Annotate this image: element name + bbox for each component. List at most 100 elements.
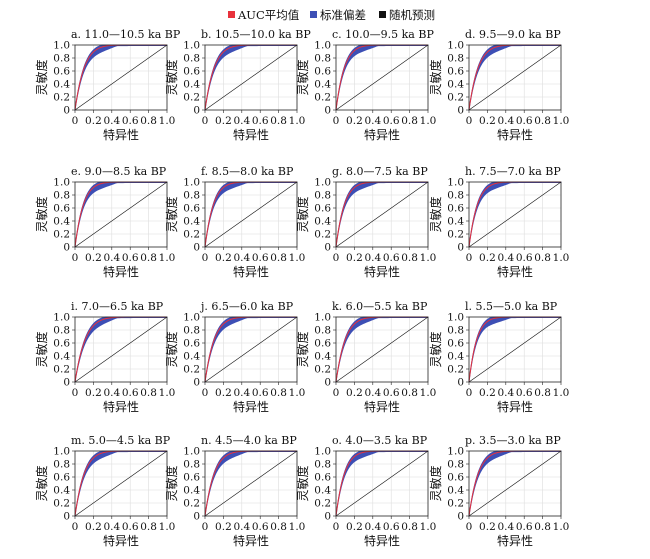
y-tick-label: 0 bbox=[63, 377, 70, 389]
y-tick-label: 0.4 bbox=[53, 79, 70, 91]
panel-title: l. 5.5—5.0 ka BP bbox=[465, 300, 558, 313]
legend-swatch-random bbox=[379, 11, 386, 18]
y-axis-label: 灵敏度 bbox=[295, 331, 310, 367]
random-line bbox=[74, 450, 168, 517]
x-tick-label: 0.4 bbox=[233, 387, 250, 399]
x-tick-label: 0.6 bbox=[252, 521, 269, 533]
y-tick-label: 0.2 bbox=[53, 229, 70, 241]
y-tick-label: 0.2 bbox=[53, 364, 70, 376]
y-tick-label: 0 bbox=[457, 242, 464, 254]
x-tick-label: 0 bbox=[333, 252, 340, 264]
panel-title: a. 11.0—10.5 ka BP bbox=[71, 28, 181, 41]
x-tick-label: 0 bbox=[466, 115, 473, 127]
x-tick-label: 0.4 bbox=[103, 252, 120, 264]
random-line bbox=[468, 450, 562, 517]
x-tick-label: 0 bbox=[202, 115, 209, 127]
x-axis-label: 特异性 bbox=[233, 399, 269, 414]
y-tick-label: 0.4 bbox=[183, 351, 200, 363]
x-tick-label: 0.2 bbox=[215, 115, 232, 127]
x-tick-label: 0.8 bbox=[401, 521, 418, 533]
y-tick-label: 1.0 bbox=[183, 312, 200, 324]
x-axis-label: 特异性 bbox=[364, 533, 400, 548]
x-tick-label: 0.6 bbox=[122, 252, 139, 264]
y-tick-label: 0 bbox=[324, 511, 331, 523]
y-tick-label: 0.6 bbox=[447, 338, 464, 350]
y-tick-label: 0.8 bbox=[447, 53, 464, 65]
y-tick-label: 0.2 bbox=[447, 364, 464, 376]
random-line bbox=[74, 181, 168, 248]
x-tick-label: 0 bbox=[466, 387, 473, 399]
x-axis-label: 特异性 bbox=[497, 533, 533, 548]
x-tick-label: 0.2 bbox=[479, 521, 496, 533]
y-tick-label: 0 bbox=[193, 511, 200, 523]
x-tick-label: 1.0 bbox=[420, 387, 437, 399]
legend: AUC平均值 标准偏差 随机预测 bbox=[228, 8, 435, 22]
random-line bbox=[468, 316, 562, 383]
x-axis-label: 特异性 bbox=[233, 533, 269, 548]
y-tick-label: 0.4 bbox=[53, 351, 70, 363]
x-tick-label: 0.4 bbox=[497, 387, 514, 399]
y-tick-label: 0.6 bbox=[447, 203, 464, 215]
y-tick-label: 0 bbox=[457, 105, 464, 117]
x-tick-label: 0.6 bbox=[383, 521, 400, 533]
x-tick-label: 0.8 bbox=[401, 387, 418, 399]
random-line bbox=[204, 450, 298, 517]
y-tick-label: 0.6 bbox=[53, 338, 70, 350]
x-tick-label: 0.8 bbox=[270, 252, 287, 264]
x-tick-label: 0.4 bbox=[364, 387, 381, 399]
plot-frame bbox=[468, 44, 562, 111]
x-tick-label: 0.4 bbox=[497, 115, 514, 127]
x-tick-label: 0 bbox=[72, 115, 79, 127]
plot-frame bbox=[468, 181, 562, 248]
y-tick-label: 0.6 bbox=[183, 472, 200, 484]
random-line bbox=[335, 316, 429, 383]
x-tick-label: 0.6 bbox=[122, 521, 139, 533]
random-line bbox=[335, 181, 429, 248]
y-tick-label: 0.2 bbox=[314, 364, 331, 376]
y-tick-label: 1.0 bbox=[447, 177, 464, 189]
y-tick-label: 0.2 bbox=[183, 498, 200, 510]
x-tick-label: 0.4 bbox=[364, 115, 381, 127]
x-tick-label: 0 bbox=[72, 252, 79, 264]
y-tick-label: 0.4 bbox=[447, 351, 464, 363]
y-tick-label: 0.2 bbox=[183, 229, 200, 241]
x-tick-label: 0.2 bbox=[215, 521, 232, 533]
y-tick-label: 0.4 bbox=[447, 79, 464, 91]
x-axis-label: 特异性 bbox=[233, 127, 269, 142]
x-tick-label: 0.4 bbox=[233, 115, 250, 127]
x-axis-label: 特异性 bbox=[364, 264, 400, 279]
y-axis-label: 灵敏度 bbox=[295, 59, 310, 95]
x-tick-label: 0.4 bbox=[497, 521, 514, 533]
y-tick-label: 0.4 bbox=[53, 216, 70, 228]
x-tick-label: 1.0 bbox=[420, 115, 437, 127]
y-axis-label: 灵敏度 bbox=[295, 465, 310, 501]
x-tick-label: 0 bbox=[466, 521, 473, 533]
y-tick-label: 0.2 bbox=[447, 229, 464, 241]
x-tick-label: 1.0 bbox=[420, 252, 437, 264]
x-axis-label: 特异性 bbox=[103, 399, 139, 414]
y-axis-label: 灵敏度 bbox=[164, 331, 179, 367]
x-tick-label: 0.2 bbox=[85, 115, 102, 127]
y-tick-label: 0 bbox=[324, 377, 331, 389]
panel-title: h. 7.5—7.0 ka BP bbox=[465, 165, 561, 178]
y-tick-label: 0.8 bbox=[183, 190, 200, 202]
y-tick-label: 0.2 bbox=[53, 92, 70, 104]
y-tick-label: 0.4 bbox=[314, 485, 331, 497]
y-tick-label: 0 bbox=[193, 242, 200, 254]
plot-frame bbox=[204, 316, 298, 383]
x-axis-label: 特异性 bbox=[103, 264, 139, 279]
legend-label-auc: AUC平均值 bbox=[237, 8, 300, 22]
x-tick-label: 0 bbox=[466, 252, 473, 264]
x-tick-label: 0.6 bbox=[252, 252, 269, 264]
x-tick-label: 0 bbox=[72, 387, 79, 399]
x-tick-label: 0.8 bbox=[270, 115, 287, 127]
x-tick-label: 0.8 bbox=[270, 387, 287, 399]
x-tick-label: 0.4 bbox=[103, 115, 120, 127]
